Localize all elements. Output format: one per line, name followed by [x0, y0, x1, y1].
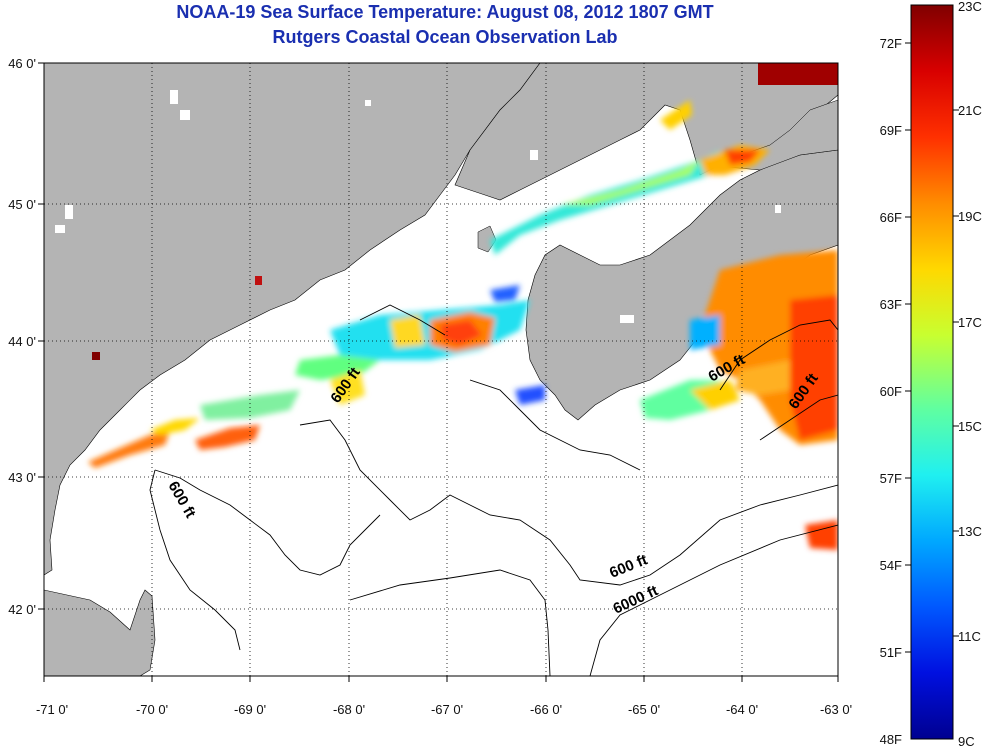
colorbar-f-label: 51F [880, 645, 902, 660]
land-new-england [44, 63, 541, 576]
longitude-label: -63 0' [820, 702, 852, 717]
latitude-label: 45 0' [8, 197, 36, 212]
latitude-label: 44 0' [8, 334, 36, 349]
map-title: NOAA-19 Sea Surface Temperature: August … [176, 2, 714, 22]
colorbar-f-label: 54F [880, 558, 902, 573]
colorbar-ticks [905, 42, 959, 653]
longitude-label: -70 0' [136, 702, 168, 717]
colorbar-c-label: 13C [958, 524, 982, 539]
colorbar-c-label: 17C [958, 315, 982, 330]
colorbar-c-label: 19C [958, 209, 982, 224]
latitude-label: 46 0' [8, 56, 36, 71]
inland-lakes [55, 90, 781, 323]
colorbar-f-label: 72F [880, 36, 902, 51]
colorbar-f-label: 66F [880, 210, 902, 225]
sst-data [88, 63, 838, 550]
longitude-label: -67 0' [431, 702, 463, 717]
colorbar-f-label: 60F [880, 384, 902, 399]
land-cape-cod [44, 589, 156, 676]
latitude-label: 43 0' [8, 470, 36, 485]
axis-ticks [38, 62, 839, 682]
colorbar-c-label: 11C [958, 629, 981, 644]
latitude-label: 42 0' [8, 602, 36, 617]
colorbar-f-label: 69F [880, 123, 902, 138]
colorbar [910, 4, 954, 740]
longitude-label: -71 0' [36, 702, 68, 717]
colorbar-c-label: 15C [958, 419, 982, 434]
longitude-label: -69 0' [234, 702, 266, 717]
colorbar-f-label: 57F [880, 471, 902, 486]
colorbar-c-label: 9C [958, 734, 975, 749]
longitude-label: -66 0' [530, 702, 562, 717]
colorbar-f-label: 48F [880, 732, 902, 747]
colorbar-c-label: 21C [958, 103, 982, 118]
longitude-label: -68 0' [333, 702, 365, 717]
longitude-label: -64 0' [726, 702, 758, 717]
colorbar-c-label: 23C [958, 0, 982, 14]
map-border [43, 62, 839, 677]
longitude-label: -65 0' [628, 702, 660, 717]
map-subtitle: Rutgers Coastal Ocean Observation Lab [272, 27, 618, 47]
colorbar-f-label: 63F [880, 297, 902, 312]
bathymetry-contours [149, 304, 838, 676]
map-gridlines [44, 63, 838, 676]
